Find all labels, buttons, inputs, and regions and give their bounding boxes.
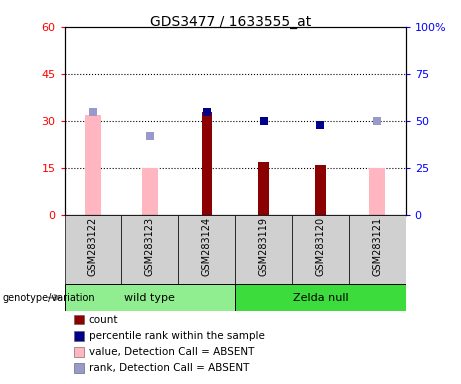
Text: value, Detection Call = ABSENT: value, Detection Call = ABSENT (89, 347, 254, 357)
Text: Zelda null: Zelda null (293, 293, 348, 303)
Bar (201, 112, 212, 215)
Text: GDS3477 / 1633555_at: GDS3477 / 1633555_at (150, 15, 311, 29)
Text: wild type: wild type (124, 293, 175, 303)
Bar (369, 168, 385, 215)
Bar (235, 284, 406, 311)
Text: GSM283124: GSM283124 (201, 217, 212, 276)
Text: GSM283122: GSM283122 (88, 217, 98, 276)
Bar (315, 165, 325, 215)
Text: percentile rank within the sample: percentile rank within the sample (89, 331, 265, 341)
Point (89, 109, 97, 115)
Bar (259, 162, 269, 215)
Text: GSM283123: GSM283123 (145, 217, 155, 276)
Point (146, 133, 154, 139)
Point (260, 118, 267, 124)
Text: genotype/variation: genotype/variation (2, 293, 95, 303)
Text: count: count (89, 315, 118, 325)
Bar (85, 115, 101, 215)
Point (317, 122, 324, 128)
Bar (292, 215, 349, 284)
Text: GSM283120: GSM283120 (315, 217, 325, 276)
Text: GSM283121: GSM283121 (372, 217, 382, 276)
Bar (65, 215, 121, 284)
Text: GSM283119: GSM283119 (259, 217, 269, 276)
Bar (65, 284, 235, 311)
Bar (121, 215, 178, 284)
Point (373, 118, 381, 124)
Text: rank, Detection Call = ABSENT: rank, Detection Call = ABSENT (89, 363, 249, 373)
Bar (178, 215, 235, 284)
Point (203, 109, 210, 115)
Bar (349, 215, 406, 284)
Bar (235, 215, 292, 284)
Bar (142, 168, 158, 215)
